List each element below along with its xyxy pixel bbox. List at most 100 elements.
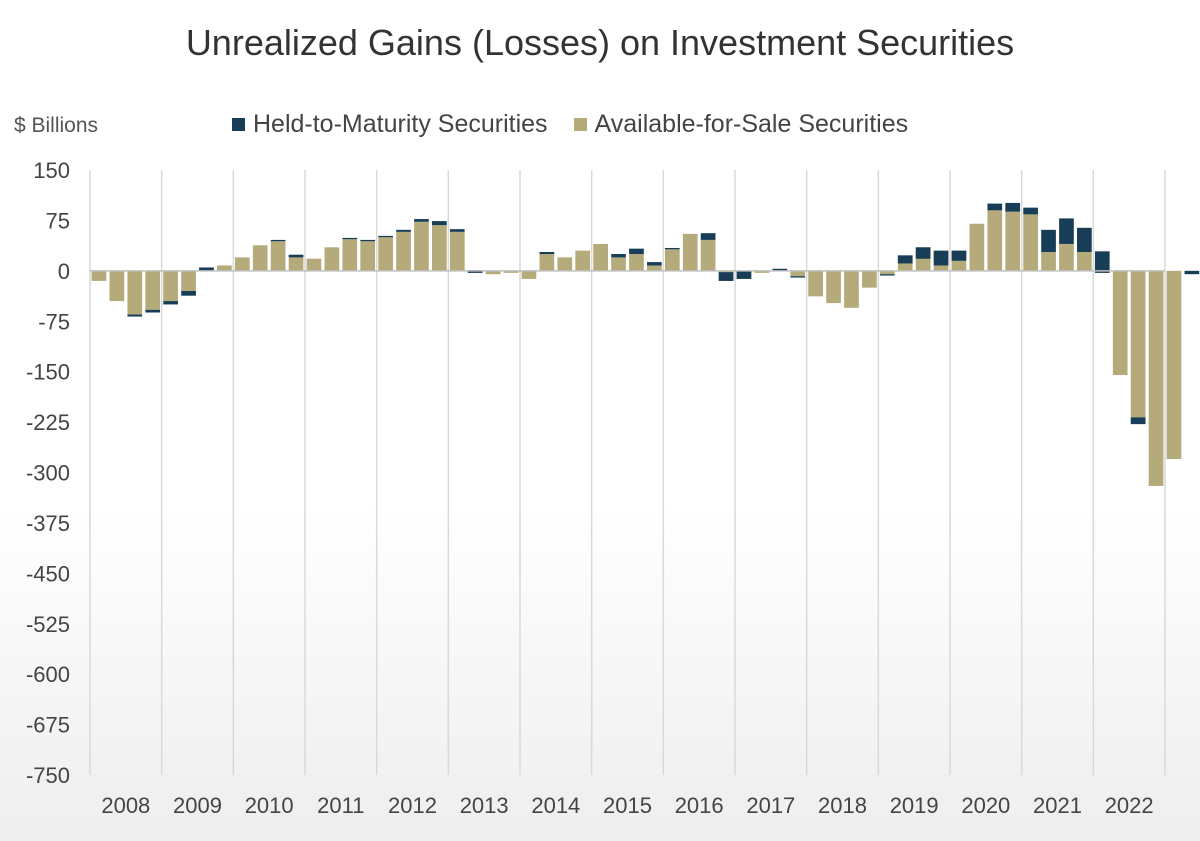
bar-held-to-maturity — [342, 237, 358, 240]
y-tick-label: -300 — [26, 461, 70, 486]
bar-available-for-sale — [862, 270, 877, 288]
bar-held-to-maturity — [647, 262, 662, 266]
bar-available-for-sale — [557, 257, 573, 271]
bar-held-to-maturity — [181, 291, 196, 296]
x-tick-label: 2011 — [317, 793, 364, 818]
chart-title: Unrealized Gains (Losses) on Investment … — [185, 22, 1015, 63]
bar-available-for-sale — [252, 245, 268, 271]
bar-held-to-maturity — [163, 301, 178, 305]
bar-available-for-sale — [396, 231, 411, 271]
bar-available-for-sale — [521, 270, 537, 279]
bar-available-for-sale — [611, 257, 626, 271]
bar-available-for-sale — [503, 270, 519, 273]
x-tick-label: 2013 — [460, 793, 509, 818]
bar-available-for-sale — [342, 239, 358, 271]
bar-held-to-maturity — [270, 239, 286, 242]
bar-held-to-maturity — [1041, 229, 1056, 253]
bar-available-for-sale — [647, 265, 662, 271]
bar-available-for-sale — [575, 250, 591, 271]
bar-available-for-sale — [145, 270, 161, 310]
y-tick-label: -750 — [26, 763, 70, 788]
chart-legend: Held-to-Maturity Securities Available-fo… — [232, 110, 934, 139]
bar-held-to-maturity — [897, 255, 913, 264]
bar-held-to-maturity — [432, 221, 447, 226]
x-tick-label: 2012 — [388, 793, 437, 818]
bar-held-to-maturity — [664, 247, 680, 250]
bar-held-to-maturity — [1059, 218, 1074, 244]
bar-held-to-maturity — [629, 248, 644, 255]
bar-held-to-maturity — [145, 309, 161, 313]
bar-available-for-sale — [1023, 214, 1038, 271]
bar-held-to-maturity — [539, 252, 555, 255]
bar-held-to-maturity — [127, 314, 143, 317]
bar-held-to-maturity — [414, 219, 429, 222]
bar-held-to-maturity — [1023, 207, 1038, 215]
bar-held-to-maturity — [288, 254, 304, 258]
bar-available-for-sale — [790, 270, 806, 277]
x-tick-label: 2017 — [746, 793, 795, 818]
bar-available-for-sale — [1041, 252, 1056, 271]
bar-available-for-sale — [414, 221, 429, 271]
x-tick-label: 2016 — [675, 793, 724, 818]
x-tick-label: 2008 — [101, 793, 150, 818]
y-tick-label: -525 — [26, 612, 70, 637]
bar-available-for-sale — [987, 210, 1003, 271]
bar-held-to-maturity — [360, 239, 376, 242]
bar-held-to-maturity — [1077, 227, 1092, 253]
bar-held-to-maturity — [879, 274, 895, 276]
y-tick-label: 0 — [58, 259, 70, 284]
bar-available-for-sale — [109, 270, 125, 302]
bar-available-for-sale — [1166, 270, 1182, 460]
bar-available-for-sale — [1005, 211, 1021, 271]
bar-available-for-sale — [360, 241, 376, 271]
y-tick-label: -600 — [26, 662, 70, 687]
bar-available-for-sale — [754, 270, 770, 273]
bar-held-to-maturity — [1094, 251, 1110, 273]
x-tick-label: 2014 — [531, 793, 580, 818]
bar-available-for-sale — [700, 239, 716, 271]
bar-available-for-sale — [449, 231, 465, 271]
bar-held-to-maturity — [199, 267, 214, 271]
y-axis-ticks: 150 75 0 -75 -150 -225 -300 -375 -450 -525 -600 -67… — [26, 158, 70, 788]
bar-available-for-sale — [181, 270, 196, 291]
x-tick-label: 2015 — [603, 793, 652, 818]
bar-available-for-sale — [306, 258, 322, 271]
x-tick-label: 2018 — [818, 793, 867, 818]
bar-held-to-maturity — [1130, 417, 1146, 425]
bar-held-to-maturity — [790, 276, 806, 278]
x-tick-label: 2010 — [245, 793, 294, 818]
bar-available-for-sale — [879, 270, 895, 275]
bar-available-for-sale — [270, 241, 286, 271]
bar-available-for-sale — [217, 265, 232, 271]
bar-available-for-sale — [969, 223, 985, 271]
x-tick-label: 2021 — [1033, 793, 1082, 818]
bar-available-for-sale — [629, 254, 644, 271]
bar-held-to-maturity — [396, 229, 411, 232]
gridlines — [89, 170, 1166, 775]
y-tick-label: -450 — [26, 561, 70, 586]
bar-held-to-maturity — [449, 229, 465, 232]
bar-available-for-sale — [432, 225, 447, 271]
y-tick-label: -375 — [26, 511, 70, 536]
bar-held-to-maturity — [1005, 202, 1021, 212]
x-tick-label: 2020 — [961, 793, 1010, 818]
bar-available-for-sale — [163, 270, 178, 302]
bar-held-to-maturity — [933, 250, 949, 266]
bar-available-for-sale — [1077, 252, 1092, 271]
bar-available-for-sale — [539, 252, 555, 271]
bar-available-for-sale — [234, 257, 250, 271]
bar-available-for-sale — [378, 237, 393, 271]
x-tick-label: 2009 — [173, 793, 222, 818]
legend-label-afs: Available-for-Sale Securities — [594, 110, 909, 138]
y-tick-label: -225 — [26, 410, 70, 435]
bar-available-for-sale — [1130, 270, 1146, 425]
bar-available-for-sale — [1148, 270, 1164, 486]
y-tick-label: -675 — [26, 713, 70, 738]
bar-available-for-sale — [127, 270, 143, 315]
bar-held-to-maturity — [1184, 270, 1200, 275]
bar-available-for-sale — [844, 270, 859, 308]
bar-available-for-sale — [1112, 270, 1128, 376]
bar-held-to-maturity — [915, 247, 931, 259]
legend-swatch-afs — [573, 118, 587, 131]
